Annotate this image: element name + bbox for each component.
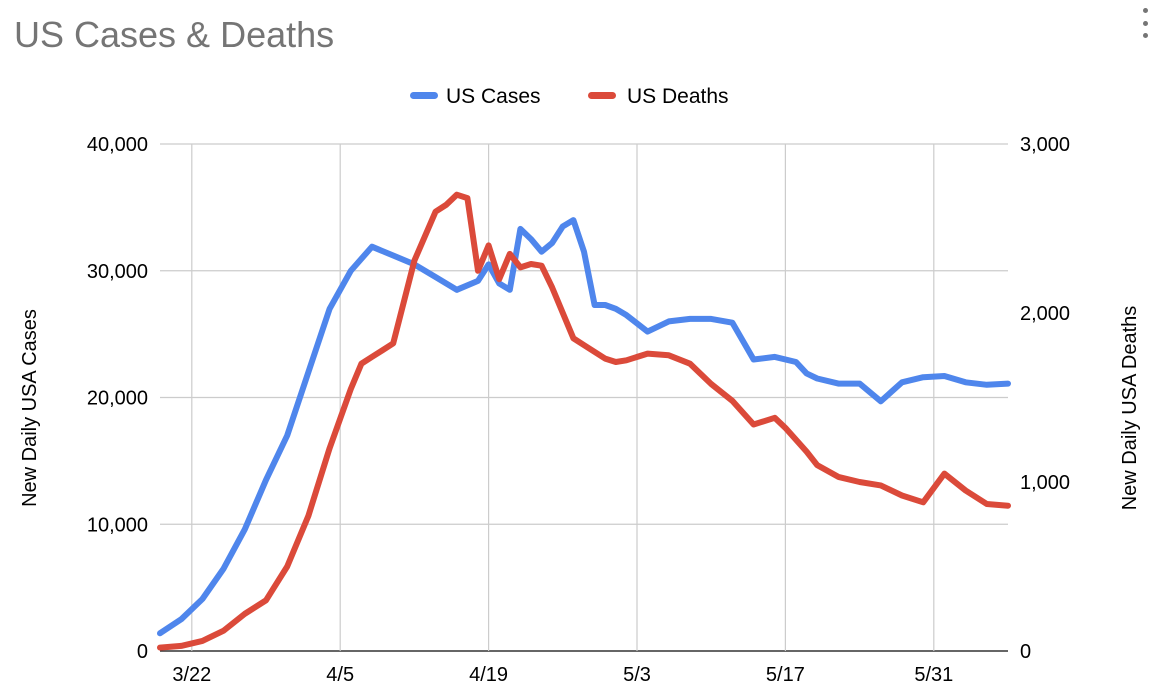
series-lines	[157, 191, 1011, 651]
y-right-tick-label: 3,000	[1020, 134, 1070, 156]
x-tick-label: 5/17	[766, 664, 805, 686]
menu-dot	[1142, 33, 1148, 38]
legend-label: US Cases	[446, 85, 541, 108]
y-right-tick-label: 0	[1020, 641, 1031, 663]
legend-swatch	[588, 92, 616, 99]
more-vert-icon[interactable]	[1138, 8, 1152, 38]
x-tick-label: 5/3	[623, 664, 651, 686]
y-left-tick-label: 20,000	[87, 388, 148, 410]
legend-item[interactable]: US Deaths	[588, 85, 729, 108]
menu-dot	[1142, 8, 1148, 13]
y-left-tick-label: 40,000	[87, 134, 148, 156]
y-right-tick-label: 1,000	[1020, 472, 1070, 494]
x-tick-label: 4/19	[469, 664, 508, 686]
y-right-tick-label: 2,000	[1020, 303, 1070, 325]
menu-dot	[1142, 20, 1148, 26]
legend[interactable]: US Cases US Deaths	[410, 85, 729, 108]
legend-label: US Deaths	[627, 85, 729, 108]
y-left-tick-label: 0	[137, 641, 148, 663]
y-right-axis-title: New Daily USA Deaths	[1119, 306, 1141, 511]
legend-item[interactable]: US Cases	[410, 85, 541, 108]
y-left-tick-label: 10,000	[87, 514, 148, 536]
x-tick-label: 3/22	[172, 664, 211, 686]
y-left-tick-label: 30,000	[87, 261, 148, 283]
series-line-us-deaths	[157, 191, 1011, 651]
chart-title: US Cases & Deaths	[14, 14, 335, 55]
series-line-us-cases	[157, 217, 1011, 637]
legend-swatch	[410, 92, 438, 99]
y-left-axis-title: New Daily USA Cases	[19, 309, 41, 507]
axes: 0 10,000 20,000 30,000 40,000 3/22 4/5 4/19 5/3 5…	[19, 134, 1141, 686]
x-tick-label: 5/31	[914, 664, 953, 686]
gridlines	[160, 143, 1008, 652]
x-tick-label: 4/5	[326, 664, 354, 686]
